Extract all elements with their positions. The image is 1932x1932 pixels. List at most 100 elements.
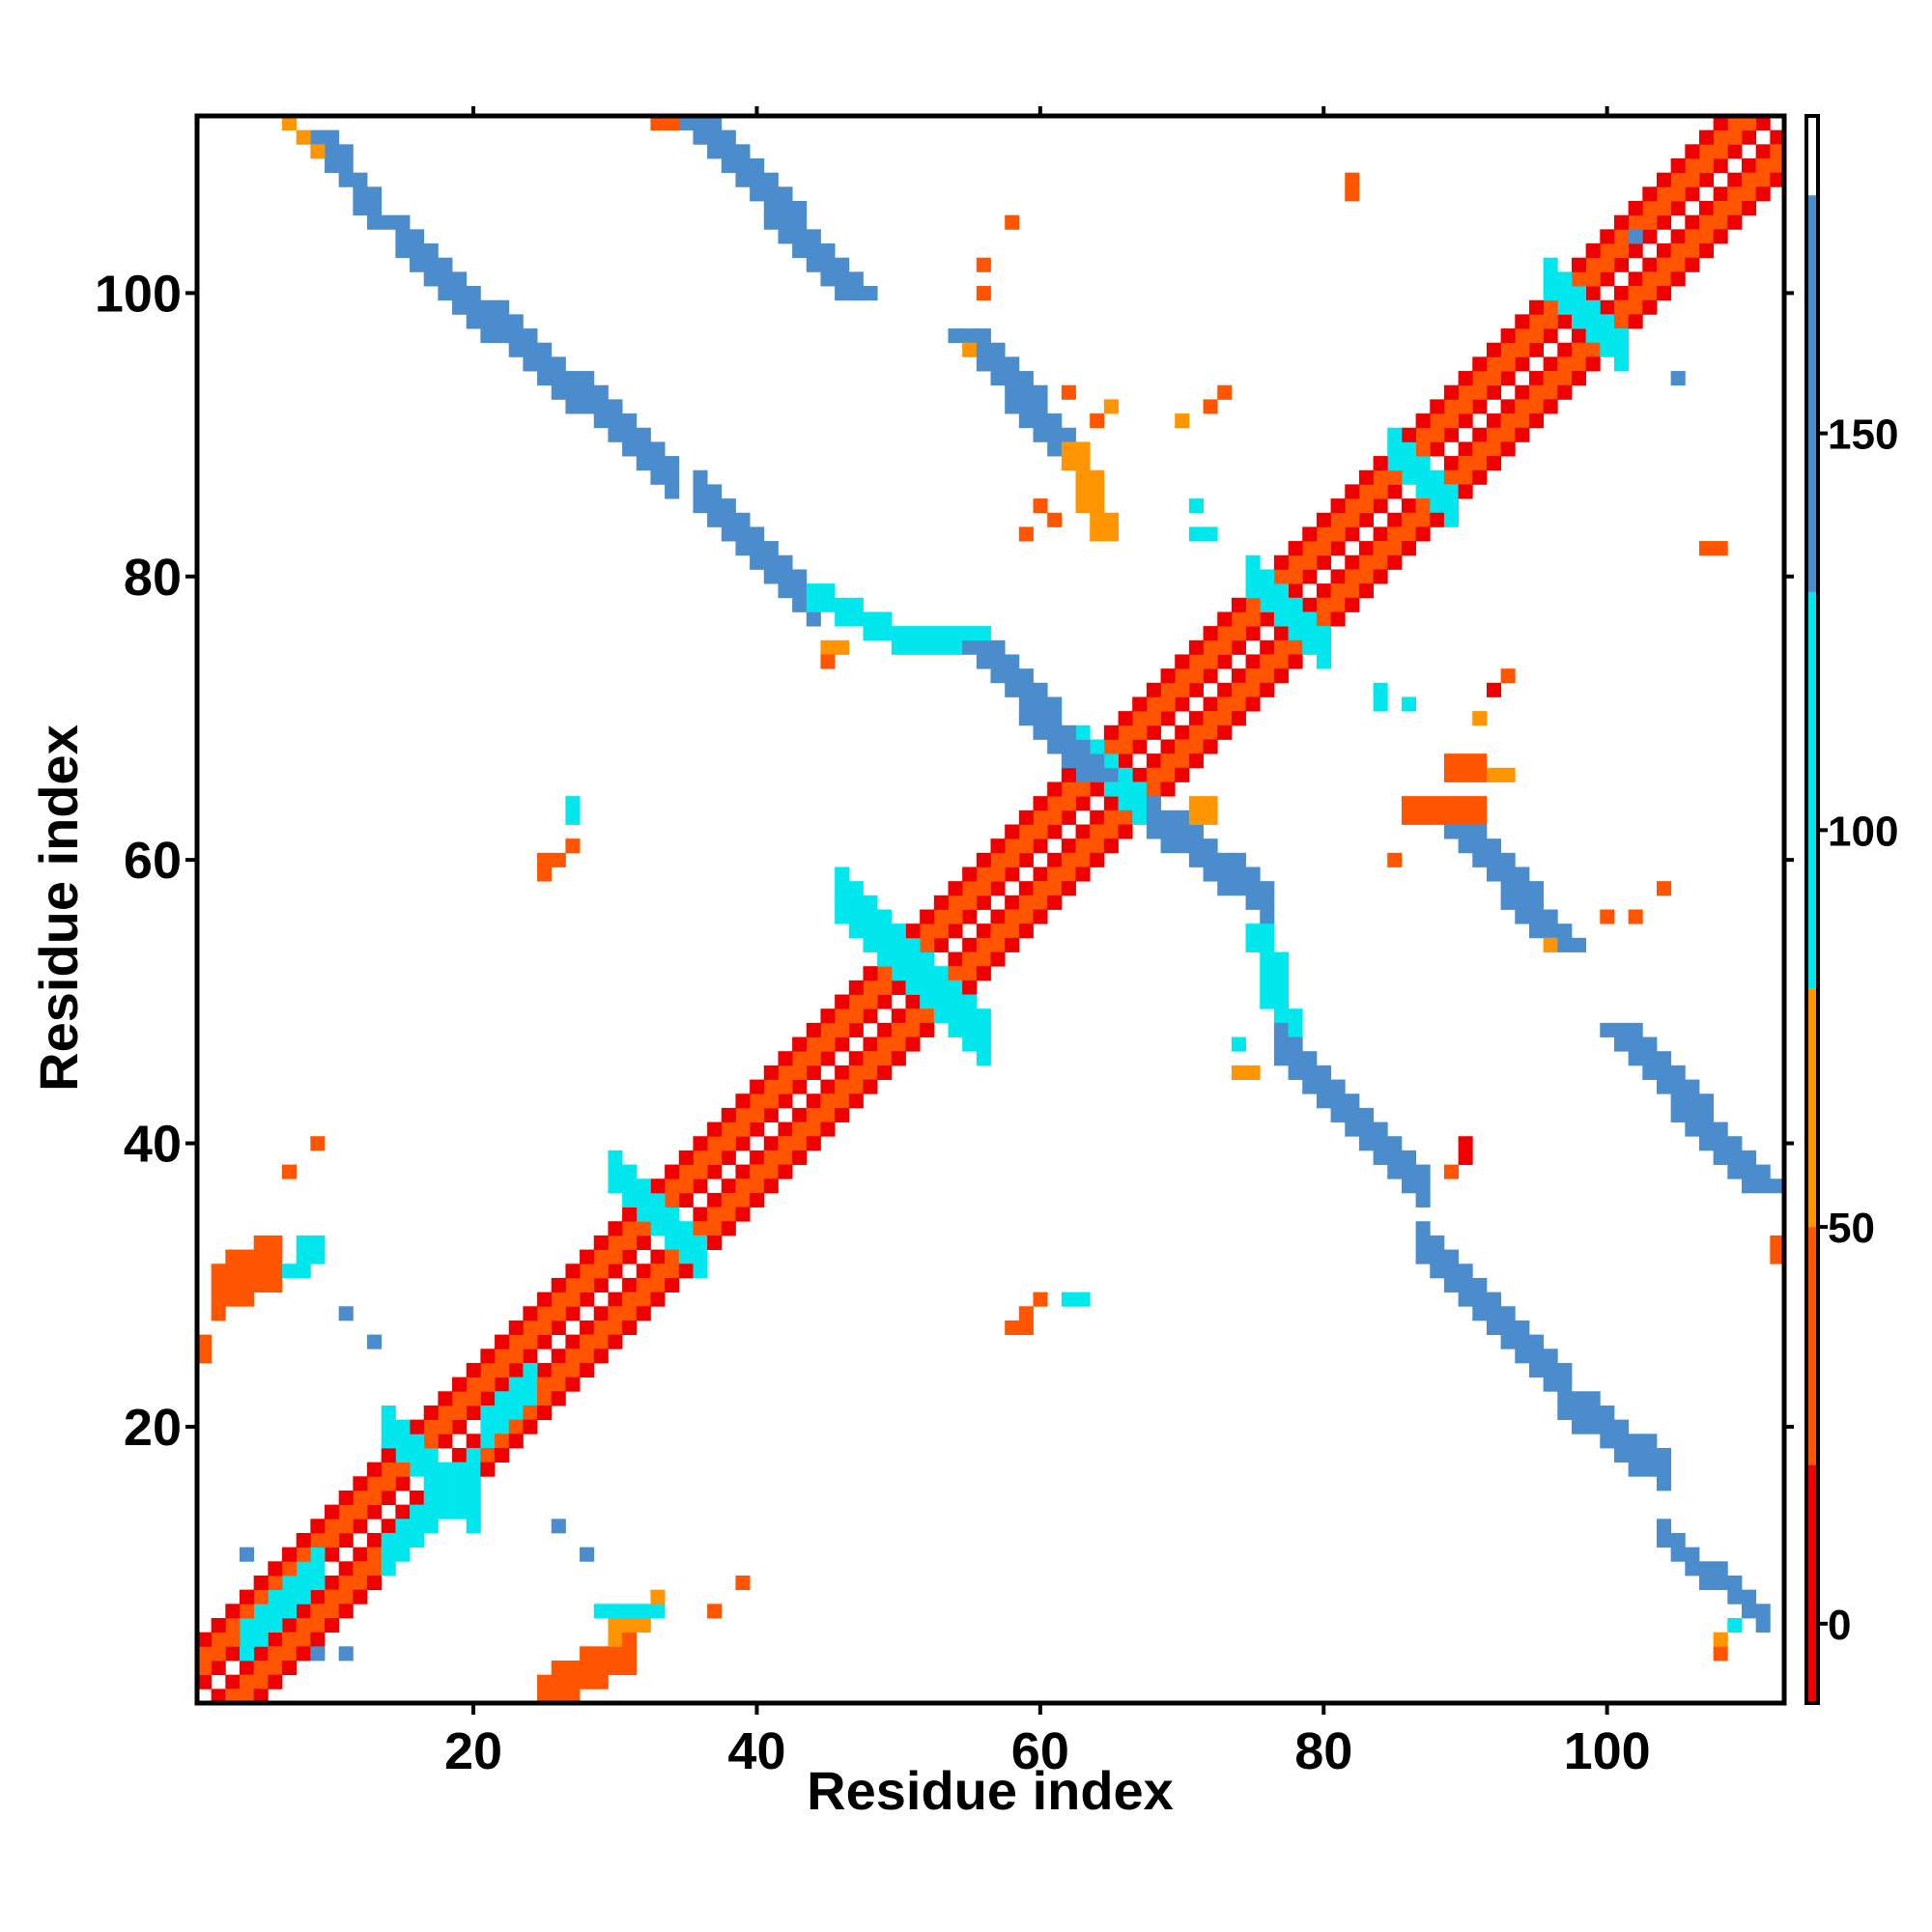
heatmap-cell — [480, 1405, 496, 1421]
heatmap-cell — [1033, 810, 1048, 825]
heatmap-cell — [1103, 739, 1119, 754]
heatmap-cell — [1543, 399, 1558, 414]
y-tick-label: 20 — [124, 1399, 182, 1457]
heatmap-cell — [480, 1462, 496, 1477]
heatmap-cell — [976, 1009, 991, 1024]
heatmap-cell — [1018, 682, 1034, 697]
heatmap-cell — [1458, 824, 1473, 839]
heatmap-cell — [1401, 1179, 1416, 1194]
colorbar-band — [1806, 988, 1818, 1228]
heatmap-cell — [721, 1136, 736, 1151]
heatmap-cell — [1486, 1292, 1502, 1307]
heatmap-cell — [1600, 1434, 1615, 1449]
heatmap-cell — [1741, 172, 1757, 187]
heatmap-cell — [1302, 1079, 1318, 1094]
heatmap-cell — [891, 937, 906, 952]
heatmap-cell — [792, 1037, 808, 1052]
heatmap-cell — [1443, 767, 1459, 782]
heatmap-cell — [1443, 498, 1459, 514]
heatmap-cell — [990, 867, 1006, 882]
heatmap-cell — [1090, 767, 1105, 782]
heatmap-cell — [763, 541, 779, 556]
heatmap-cell — [1571, 328, 1587, 344]
heatmap-cell — [778, 554, 793, 570]
heatmap-cell — [933, 639, 949, 655]
heatmap-cell — [381, 1519, 396, 1534]
heatmap-cell — [1345, 512, 1360, 527]
heatmap-cell — [438, 1434, 453, 1449]
heatmap-cell — [1670, 186, 1686, 202]
heatmap-cell — [933, 994, 949, 1009]
heatmap-cell — [593, 1320, 609, 1335]
heatmap-cell — [863, 611, 878, 627]
heatmap-cell — [1358, 1122, 1374, 1137]
heatmap-cell — [948, 639, 963, 655]
heatmap-cell — [1231, 867, 1246, 882]
heatmap-cell — [211, 1264, 226, 1279]
heatmap-cell — [580, 1292, 595, 1307]
heatmap-cell — [1543, 356, 1558, 372]
heatmap-cell — [1090, 739, 1105, 754]
heatmap-cell — [721, 1221, 736, 1236]
heatmap-cell — [1175, 753, 1190, 769]
heatmap-cell — [905, 937, 921, 952]
heatmap-cell — [240, 1632, 255, 1647]
heatmap-cell — [1373, 554, 1388, 570]
heatmap-cell — [466, 299, 481, 315]
heatmap-cell — [1628, 299, 1643, 315]
heatmap-cell — [1543, 1377, 1558, 1392]
heatmap-cell — [1132, 696, 1148, 712]
heatmap-cell — [367, 1462, 383, 1477]
heatmap-cell — [353, 201, 368, 216]
heatmap-cell — [1330, 1107, 1346, 1122]
heatmap-cell — [1585, 299, 1601, 315]
heatmap-cell — [693, 1235, 708, 1250]
heatmap-cell — [778, 1150, 793, 1165]
heatmap-cell — [1358, 1107, 1374, 1122]
heatmap-cell — [1103, 796, 1119, 811]
heatmap-cell — [608, 413, 623, 429]
heatmap-cell — [1288, 626, 1303, 641]
heatmap-cell — [763, 214, 779, 230]
heatmap-cell — [1486, 342, 1502, 357]
heatmap-cell — [480, 1349, 496, 1364]
heatmap-cell — [1018, 526, 1034, 542]
heatmap-cell — [1613, 229, 1630, 244]
heatmap-cell — [622, 1221, 638, 1236]
heatmap-cell — [1585, 314, 1601, 329]
heatmap-cell — [1585, 1419, 1601, 1435]
heatmap-cell — [1288, 597, 1303, 612]
heatmap-cell — [438, 1391, 453, 1406]
heatmap-cell — [665, 484, 680, 499]
heatmap-cell — [240, 1264, 255, 1279]
heatmap-cell — [1515, 909, 1530, 924]
heatmap-cell — [1770, 1249, 1785, 1264]
heatmap-cell — [905, 952, 921, 967]
heatmap-cell — [1245, 611, 1261, 627]
heatmap-cell — [1273, 980, 1289, 995]
heatmap-cell — [1217, 654, 1233, 669]
heatmap-cell — [253, 1617, 269, 1634]
heatmap-cell — [310, 1249, 326, 1264]
heatmap-cell — [1260, 952, 1275, 967]
heatmap-cell — [1770, 1179, 1785, 1194]
heatmap-cell — [1755, 158, 1771, 174]
heatmap-cell — [1656, 257, 1672, 272]
heatmap-cell — [778, 1164, 793, 1179]
heatmap-cell — [933, 895, 949, 910]
heatmap-cell — [1642, 201, 1658, 216]
heatmap-cell — [325, 1604, 340, 1619]
heatmap-cell — [707, 1221, 723, 1236]
heatmap-cell — [962, 1037, 978, 1052]
heatmap-cell — [367, 1334, 383, 1350]
heatmap-cell — [452, 1476, 468, 1492]
heatmap-cell — [1345, 583, 1360, 599]
heatmap-cell — [1345, 498, 1360, 514]
heatmap-cell — [551, 1320, 566, 1335]
heatmap-cell — [1188, 654, 1204, 669]
heatmap-cell — [1472, 399, 1488, 414]
heatmap-cell — [1571, 1391, 1587, 1406]
heatmap-cell — [948, 909, 963, 924]
heatmap-cell — [1515, 881, 1530, 896]
